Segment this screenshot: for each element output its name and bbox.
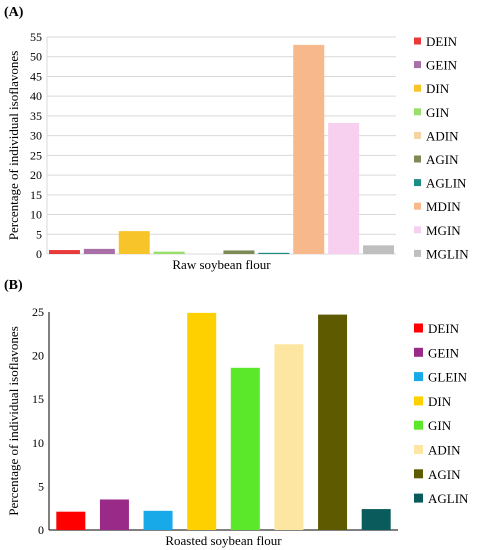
y-tick-label: 10 bbox=[32, 436, 44, 450]
legend-swatch-agin bbox=[414, 469, 423, 479]
y-tick-label: 0 bbox=[36, 247, 42, 261]
bar-din bbox=[118, 231, 150, 254]
legend-swatch-agin bbox=[414, 155, 421, 163]
bar-agin bbox=[223, 250, 255, 254]
legend-label-din: DIN bbox=[426, 81, 450, 96]
legend-swatch-gin bbox=[414, 108, 421, 116]
y-tick-label: 25 bbox=[30, 148, 42, 162]
y-tick-label: 15 bbox=[32, 392, 44, 406]
legend-label-gein: GEIN bbox=[426, 58, 458, 73]
bar-mdin bbox=[293, 44, 325, 255]
bar-dein bbox=[48, 250, 80, 254]
legend-label-mdin: MDIN bbox=[426, 199, 461, 214]
panel-a-bars bbox=[48, 44, 395, 255]
y-tick-label: 20 bbox=[30, 168, 42, 182]
panel-a-gridlines bbox=[47, 36, 396, 235]
y-tick-label: 55 bbox=[30, 30, 42, 44]
legend-label-din: DIN bbox=[428, 394, 452, 409]
panel-b: (B) Percentage of individual isoflavones… bbox=[4, 278, 469, 548]
panel-a: (A) Percentage of individual isoflavones… bbox=[4, 5, 469, 272]
y-tick-label: 40 bbox=[30, 89, 42, 103]
legend-swatch-mgin bbox=[414, 226, 421, 234]
y-tick-label: 45 bbox=[30, 69, 42, 83]
legend-label-dein: DEIN bbox=[426, 34, 458, 49]
legend-swatch-din bbox=[414, 84, 421, 92]
y-tick-label: 35 bbox=[30, 109, 42, 123]
legend-label-aglin: AGLIN bbox=[426, 176, 467, 191]
bar-gin bbox=[230, 367, 260, 530]
legend-label-agin: AGIN bbox=[428, 467, 461, 482]
bar-adin bbox=[274, 344, 304, 530]
bar-dein bbox=[56, 511, 86, 530]
legend-swatch-din bbox=[414, 396, 423, 406]
bar-gein bbox=[99, 499, 129, 530]
panel-a-x-axis-label: Raw soybean flour bbox=[172, 257, 271, 272]
legend-label-gin: GIN bbox=[428, 418, 452, 433]
bar-glein bbox=[143, 510, 173, 530]
y-tick-label: 30 bbox=[30, 129, 42, 143]
legend-swatch-glein bbox=[414, 372, 423, 382]
legend-swatch-gein bbox=[414, 61, 421, 69]
legend-swatch-adin bbox=[414, 131, 421, 139]
panel-a-y-axis-label: Percentage of individual isoflavones bbox=[6, 51, 21, 241]
y-tick-label: 5 bbox=[38, 479, 44, 493]
panel-b-label: (B) bbox=[4, 278, 23, 293]
bar-mgin bbox=[328, 123, 360, 254]
panel-b-bars bbox=[56, 312, 391, 530]
legend-label-adin: ADIN bbox=[426, 128, 459, 143]
legend-label-mglin: MGLIN bbox=[426, 246, 469, 261]
legend-label-adin: ADIN bbox=[428, 443, 461, 458]
panel-b-y-ticks: 0 5 10 15 20 25 bbox=[32, 305, 44, 537]
y-tick-label: 15 bbox=[30, 188, 42, 202]
y-tick-label: 25 bbox=[32, 305, 44, 319]
legend-swatch-mglin bbox=[414, 249, 421, 257]
panel-b-y-axis-label: Percentage of individual isoflavones bbox=[6, 326, 21, 516]
legend-swatch-gein bbox=[414, 347, 423, 357]
panel-b-legend: DEIN GEIN GLEIN DIN GIN ADIN AGIN AGLIN bbox=[414, 321, 469, 506]
legend-label-gein: GEIN bbox=[428, 345, 460, 360]
legend-label-agin: AGIN bbox=[426, 152, 459, 167]
legend-swatch-dein bbox=[414, 37, 421, 45]
legend-label-gin: GIN bbox=[426, 105, 450, 120]
panel-a-y-ticks: 0 5 10 15 20 25 30 35 40 45 50 55 bbox=[30, 30, 42, 261]
y-tick-label: 20 bbox=[32, 349, 44, 363]
y-tick-label: 10 bbox=[30, 208, 42, 222]
bar-din bbox=[187, 312, 217, 530]
bar-aglin bbox=[258, 252, 290, 254]
legend-label-mgin: MGIN bbox=[426, 223, 461, 238]
panel-a-legend: DEIN GEIN DIN GIN ADIN AGIN AGLIN MDIN MGIN MGLIN bbox=[414, 34, 469, 261]
legend-swatch-adin bbox=[414, 445, 423, 454]
y-tick-label: 0 bbox=[38, 523, 44, 537]
bar-gin bbox=[153, 251, 185, 254]
legend-swatch-gin bbox=[414, 420, 423, 430]
legend-label-dein: DEIN bbox=[428, 321, 460, 336]
y-tick-label: 5 bbox=[36, 227, 42, 241]
panel-a-label: (A) bbox=[4, 5, 24, 20]
bar-gein bbox=[83, 248, 115, 254]
panel-b-x-axis-label: Roasted soybean flour bbox=[165, 533, 282, 548]
legend-label-glein: GLEIN bbox=[428, 370, 468, 385]
bar-aglin bbox=[361, 509, 391, 530]
y-tick-label: 50 bbox=[30, 50, 42, 64]
legend-swatch-aglin bbox=[414, 179, 421, 187]
legend-label-aglin: AGLIN bbox=[428, 491, 469, 506]
legend-swatch-dein bbox=[414, 323, 423, 333]
bar-agin bbox=[318, 314, 348, 530]
legend-swatch-mdin bbox=[414, 202, 421, 210]
bar-mglin bbox=[363, 245, 395, 254]
legend-swatch-aglin bbox=[414, 493, 423, 503]
